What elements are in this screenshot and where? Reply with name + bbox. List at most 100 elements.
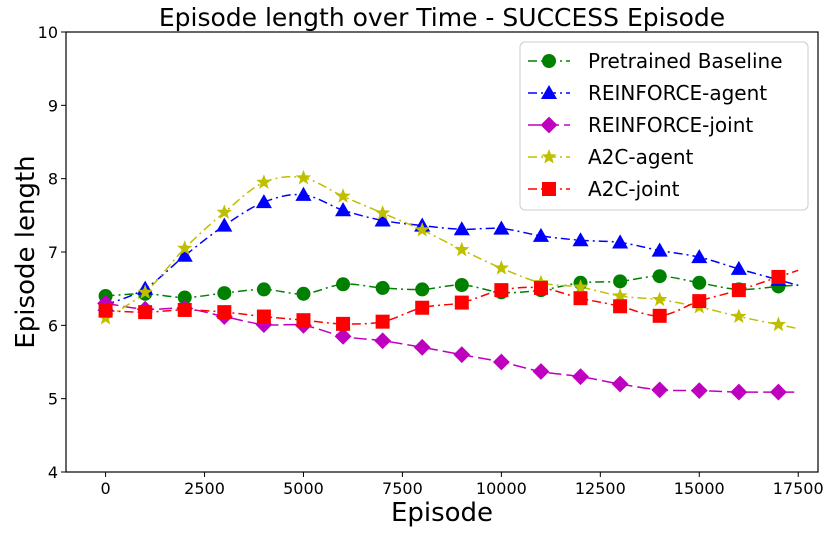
data-point-a2c-joint [256,309,271,324]
legend-marker-a2c-joint [542,182,556,196]
data-point-pretrained-baseline [415,282,430,297]
data-point-reinforce-agent [216,217,233,232]
data-point-a2c-agent [770,316,787,332]
data-point-a2c-joint [296,313,311,328]
legend-label-a2c-joint: A2C-joint [588,177,680,201]
data-point-pretrained-baseline [336,277,351,292]
data-point-a2c-joint [652,308,667,323]
y-tick-label: 10 [38,23,58,42]
data-point-a2c-agent [454,241,470,257]
data-point-a2c-joint [375,314,390,329]
data-point-a2c-joint [573,291,588,306]
legend-label-reinforce-joint: REINFORCE-joint [588,113,753,137]
y-axis-ticks: 4 5 6 7 8 9 10 [38,23,66,482]
x-axis-label: Episode [391,498,493,528]
data-point-pretrained-baseline [296,286,311,301]
x-tick-label: 0 [100,479,110,498]
x-tick-label: 12500 [575,479,626,498]
data-point-reinforce-agent [176,247,193,262]
chart-title: Episode length over Time - SUCCESS Episo… [159,3,725,32]
data-point-a2c-joint [98,303,113,318]
data-point-a2c-agent [414,221,430,237]
data-point-reinforce-joint [532,363,550,380]
data-point-a2c-joint [217,305,232,320]
data-point-reinforce-agent [453,221,470,236]
data-point-a2c-agent [652,291,668,307]
data-point-reinforce-agent [493,220,510,235]
data-point-a2c-joint [415,300,430,315]
legend: Pretrained Baseline REINFORCE-agent REINFO… [519,41,809,211]
data-point-a2c-agent [572,279,589,294]
series-line-reinforce-agent [105,193,799,306]
data-point-a2c-joint [533,280,548,295]
data-point-reinforce-joint [730,383,748,401]
y-axis-label: Episode length [11,155,41,348]
data-point-a2c-joint [454,295,469,310]
series-markers-pretrained-baseline [98,269,786,305]
data-point-pretrained-baseline [177,290,192,305]
data-point-reinforce-agent [532,227,549,242]
data-point-reinforce-agent [691,249,708,264]
data-point-reinforce-agent [335,202,352,217]
series-markers-reinforce-joint [97,294,787,401]
data-point-a2c-agent [137,284,153,299]
data-point-reinforce-agent [612,234,629,249]
legend-label-pretrained-baseline: Pretrained Baseline [588,49,783,73]
series-markers-a2c-joint [98,269,786,331]
y-tick-label: 8 [48,170,58,189]
data-point-reinforce-joint [453,346,471,364]
data-point-pretrained-baseline [217,286,232,301]
data-point-reinforce-joint [611,375,629,393]
data-point-a2c-agent [493,260,510,275]
y-tick-label: 4 [48,463,58,482]
data-point-reinforce-agent [255,194,272,209]
legend-label-a2c-agent: A2C-agent [588,145,694,169]
legend-marker-pretrained-baseline [542,54,556,68]
data-point-pretrained-baseline [454,278,469,292]
y-tick-label: 6 [48,316,58,335]
data-point-pretrained-baseline [256,282,271,297]
data-point-reinforce-joint [334,327,352,345]
data-point-reinforce-joint [413,338,431,356]
data-point-pretrained-baseline [613,274,628,289]
legend-marker-a2c-agent [541,148,557,164]
data-point-a2c-joint [613,299,628,314]
data-point-a2c-agent [256,174,272,189]
data-point-reinforce-joint [572,368,589,386]
data-point-a2c-agent [216,204,232,219]
data-point-a2c-joint [692,294,707,309]
data-point-pretrained-baseline [692,275,707,290]
plot-markers [97,169,787,401]
data-point-pretrained-baseline [375,280,390,295]
y-tick-label: 5 [48,390,58,409]
data-point-a2c-agent [374,205,391,220]
data-point-reinforce-joint [374,332,392,350]
x-tick-label: 7500 [382,479,423,498]
data-point-a2c-agent [335,188,351,203]
x-axis-ticks: 0 2500 5000 7500 10000 12500 15000 17500 [100,472,824,498]
data-point-a2c-joint [177,302,192,317]
legend-box [519,41,809,211]
data-point-a2c-joint [731,283,746,298]
data-point-reinforce-agent [572,232,589,247]
data-point-a2c-agent [295,169,312,185]
x-tick-label: 10000 [476,479,527,498]
y-tick-label: 9 [48,96,58,115]
x-tick-label: 15000 [674,479,725,498]
data-point-reinforce-agent [651,242,668,257]
data-point-reinforce-joint [492,353,510,371]
legend-marker-reinforce-agent [540,84,558,100]
data-point-pretrained-baseline [652,269,667,284]
data-point-reinforce-joint [770,383,787,401]
legend-label-reinforce-agent: REINFORCE-agent [588,81,767,105]
legend-marker-reinforce-joint [540,116,558,134]
data-point-reinforce-joint [690,382,708,399]
data-point-reinforce-agent [295,186,312,201]
x-tick-label: 17500 [773,479,824,498]
data-point-a2c-agent [177,240,193,255]
x-tick-label: 5000 [283,479,324,498]
data-point-reinforce-joint [651,381,669,399]
series-line-reinforce-joint [105,302,799,393]
data-point-a2c-joint [138,305,153,320]
